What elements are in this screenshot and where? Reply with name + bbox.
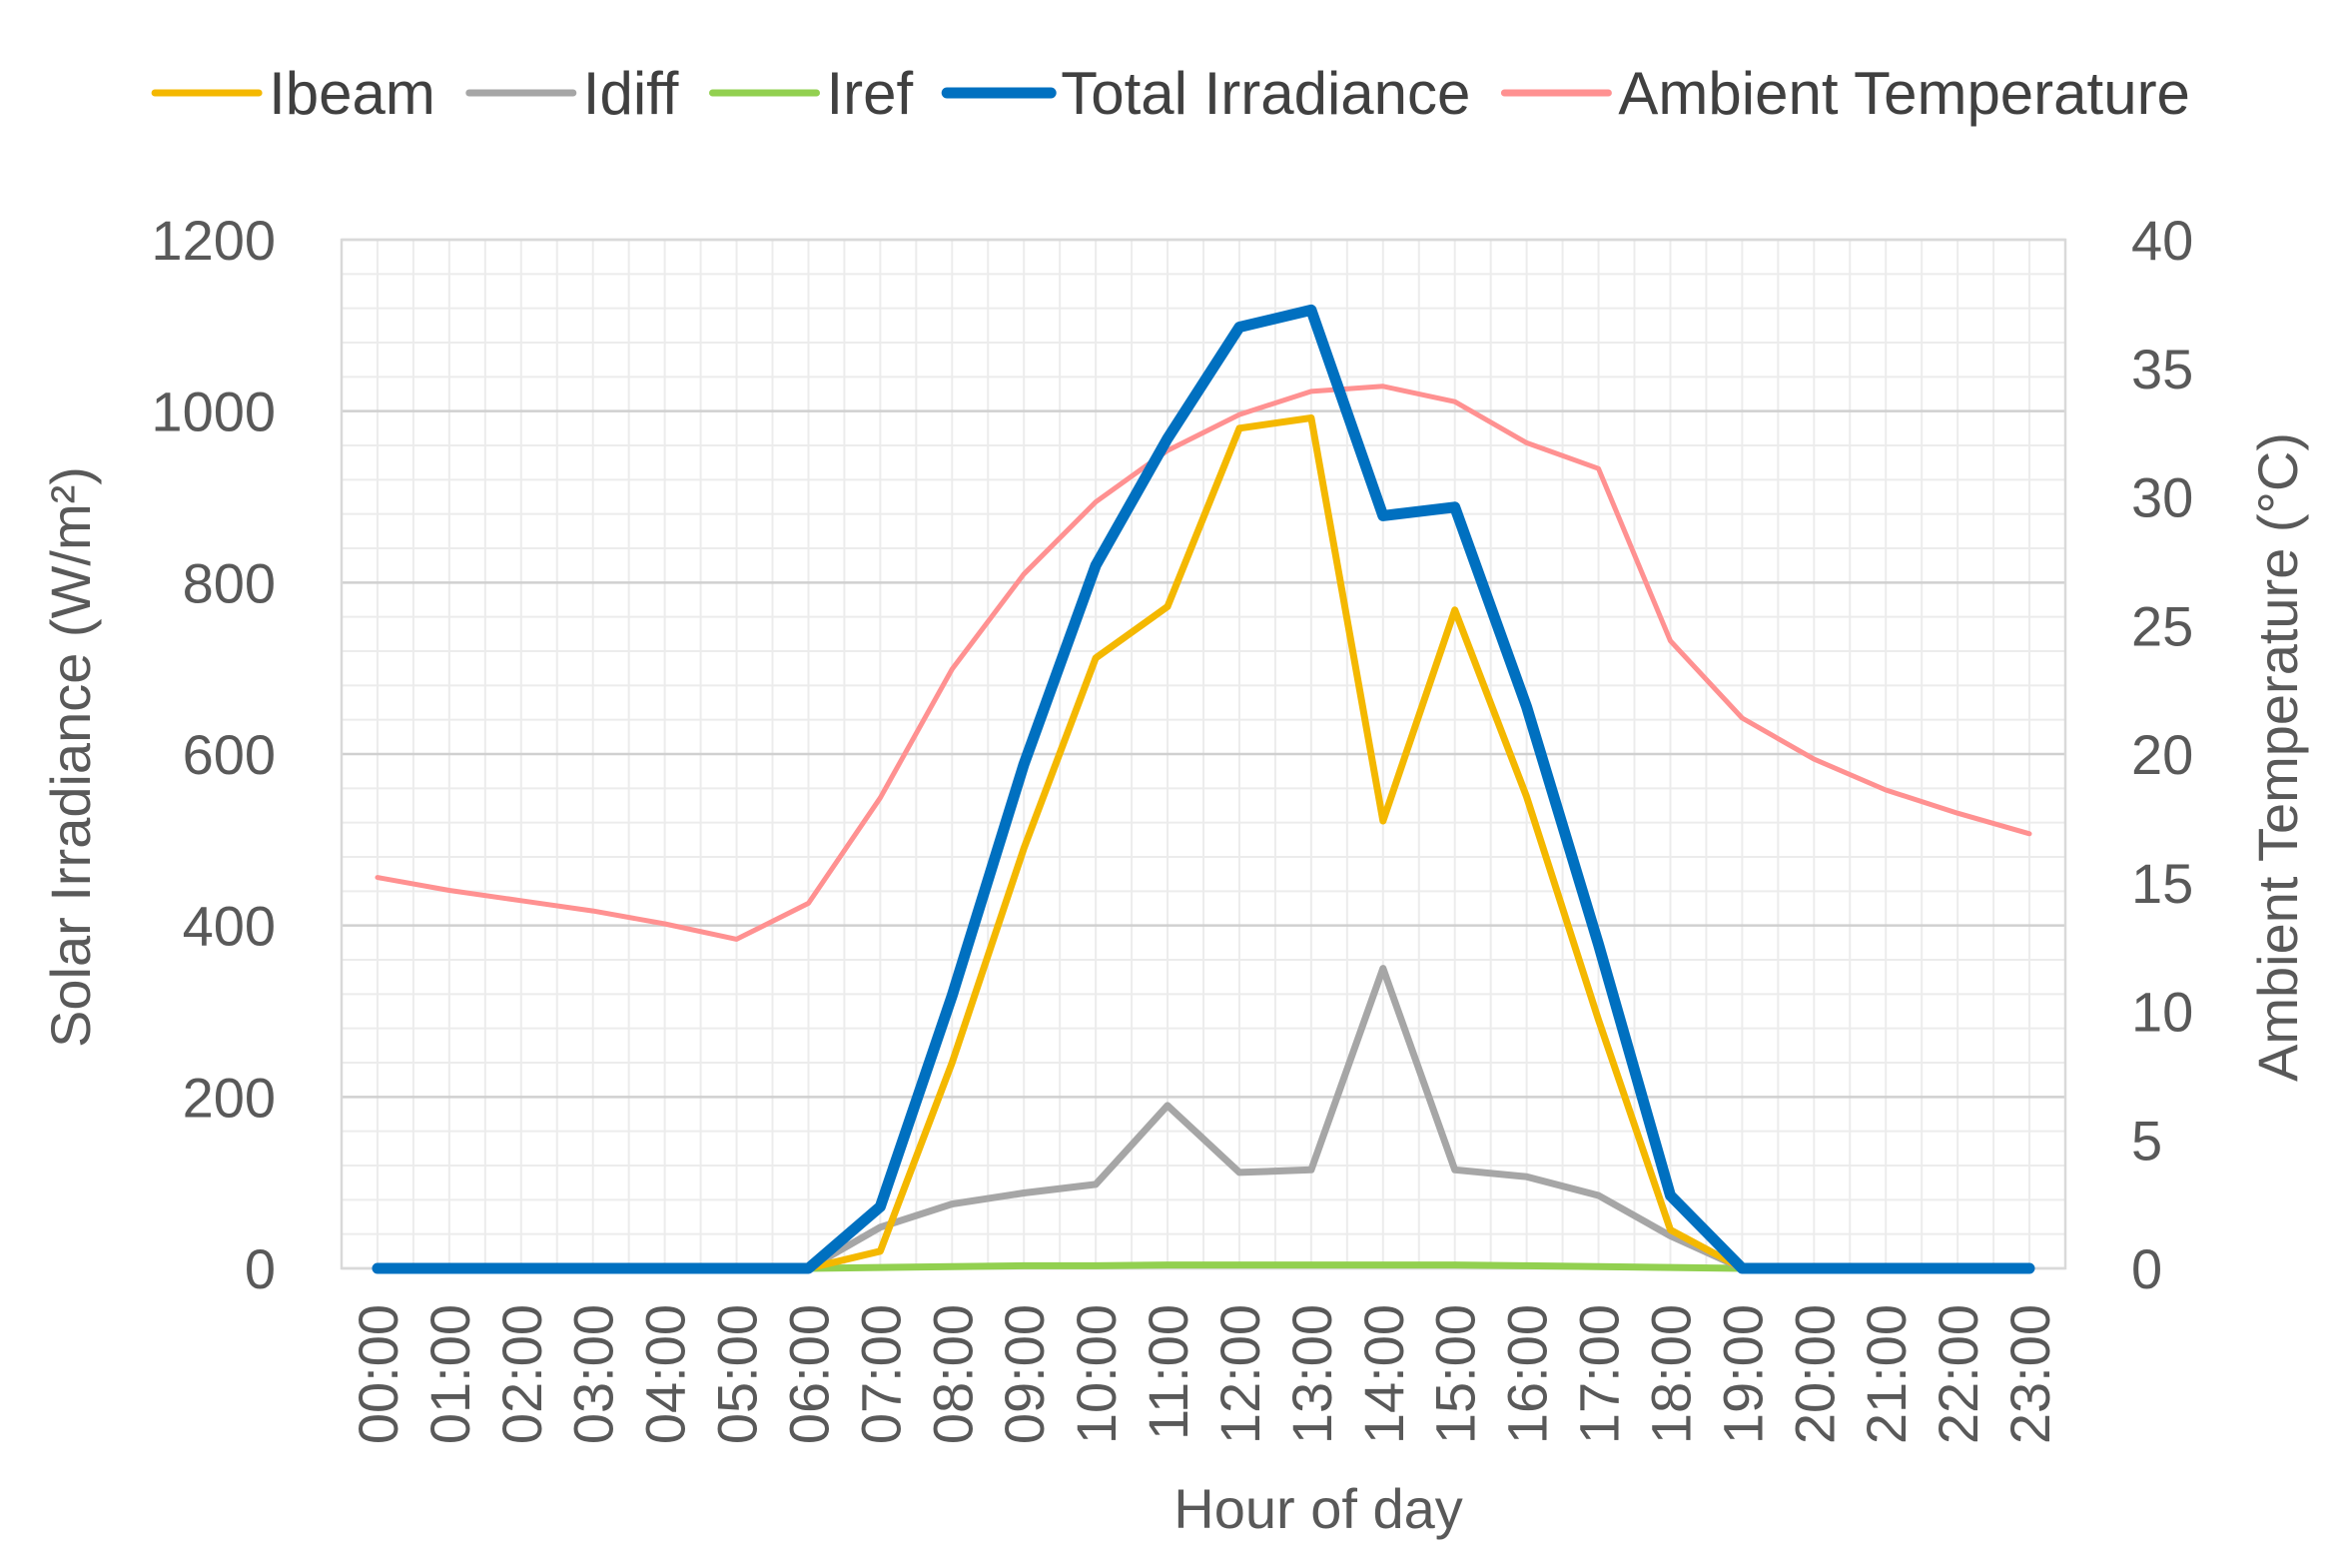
x-axis-tick-label: 14:00 (1352, 1304, 1415, 1444)
right-axis-tick-label: 30 (2131, 466, 2193, 529)
x-axis-tick-label: 09:00 (993, 1304, 1056, 1444)
x-axis-tick-label: 15:00 (1424, 1304, 1487, 1444)
right-axis-tick-labels: 0 5 10 15 20 25 30 35 40 (2131, 209, 2193, 1300)
left-axis-tick-label: 0 (245, 1237, 276, 1300)
left-axis-tick-label: 1200 (151, 209, 276, 272)
x-axis-tick-labels: 00:00 01:00 02:00 03:00 04:00 05:00 06:00 07:00… (347, 1304, 2061, 1444)
series-line-total-irradiance (372, 304, 2035, 1274)
right-axis-tick-label: 15 (2131, 852, 2193, 915)
legend-item: Iref (709, 60, 914, 127)
left-axis-tick-label: 600 (183, 723, 276, 786)
right-axis-tick-label: 0 (2131, 1237, 2162, 1300)
x-axis-tick-label: 22:00 (1927, 1304, 1989, 1444)
x-axis-tick-label: 02:00 (490, 1304, 553, 1444)
x-axis-tick-label: 23:00 (1998, 1304, 2061, 1444)
legend-item: Ambient Temperature (1500, 60, 2190, 127)
x-axis-tick-label: 04:00 (634, 1304, 697, 1444)
legend-label: Ambient Temperature (1618, 60, 2190, 127)
x-axis-tick-label: 06:00 (777, 1304, 840, 1444)
series-line-ambient-temperature (375, 384, 2032, 942)
y-axis-title-left: Solar Irradiance (W/m²) (39, 466, 102, 1048)
x-axis-tick-label: 20:00 (1783, 1304, 1846, 1444)
right-axis-tick-label: 40 (2131, 209, 2193, 272)
left-axis-tick-label: 800 (183, 551, 276, 614)
right-axis-tick-label: 20 (2131, 723, 2193, 786)
x-axis-tick-label: 18:00 (1639, 1304, 1702, 1444)
x-axis-tick-label: 05:00 (706, 1304, 769, 1444)
right-axis-tick-label: 5 (2131, 1109, 2162, 1172)
x-axis-tick-label: 19:00 (1711, 1304, 1774, 1444)
y-axis-title-right: Ambient Temperature (°C) (2246, 432, 2309, 1082)
left-axis-tick-labels: 0 200 400 600 800 1000 1200 (151, 209, 276, 1300)
x-axis-tick-label: 03:00 (562, 1304, 625, 1444)
right-axis-tick-label: 25 (2131, 594, 2193, 657)
x-axis-tick-label: 17:00 (1568, 1304, 1631, 1444)
x-axis-tick-label: 07:00 (849, 1304, 912, 1444)
x-axis-tick-label: 16:00 (1496, 1304, 1559, 1444)
legend-label: Total Irradiance (1061, 60, 1470, 127)
right-axis-tick-label: 35 (2131, 338, 2193, 400)
left-axis-tick-label: 200 (183, 1066, 276, 1129)
x-axis-tick-label: 01:00 (418, 1304, 481, 1444)
x-axis-tick-label: 08:00 (921, 1304, 984, 1444)
legend-label: Ibeam (269, 60, 435, 127)
legend-item: Ibeam (151, 60, 435, 127)
x-axis-tick-label: 11:00 (1137, 1304, 1199, 1440)
x-axis-tick-label: 10:00 (1065, 1304, 1128, 1444)
x-axis-tick-label: 21:00 (1855, 1304, 1918, 1444)
x-axis-tick-label: 00:00 (347, 1304, 409, 1444)
x-axis-tick-label: 13:00 (1280, 1304, 1343, 1444)
series-lines (372, 304, 2035, 1274)
x-axis-tick-label: 12:00 (1208, 1304, 1271, 1444)
legend-label: Idiff (583, 60, 679, 127)
left-axis-tick-label: 400 (183, 895, 276, 958)
legend-item: Total Irradiance (941, 60, 1470, 127)
legend: Ibeam Idiff Iref Total Irradiance Ambient Te… (151, 60, 2190, 127)
left-axis-tick-label: 1000 (151, 381, 276, 443)
legend-item: Idiff (465, 60, 679, 127)
x-axis-title: Hour of day (1173, 1477, 1463, 1540)
right-axis-tick-label: 10 (2131, 981, 2193, 1044)
legend-label: Iref (827, 60, 914, 127)
